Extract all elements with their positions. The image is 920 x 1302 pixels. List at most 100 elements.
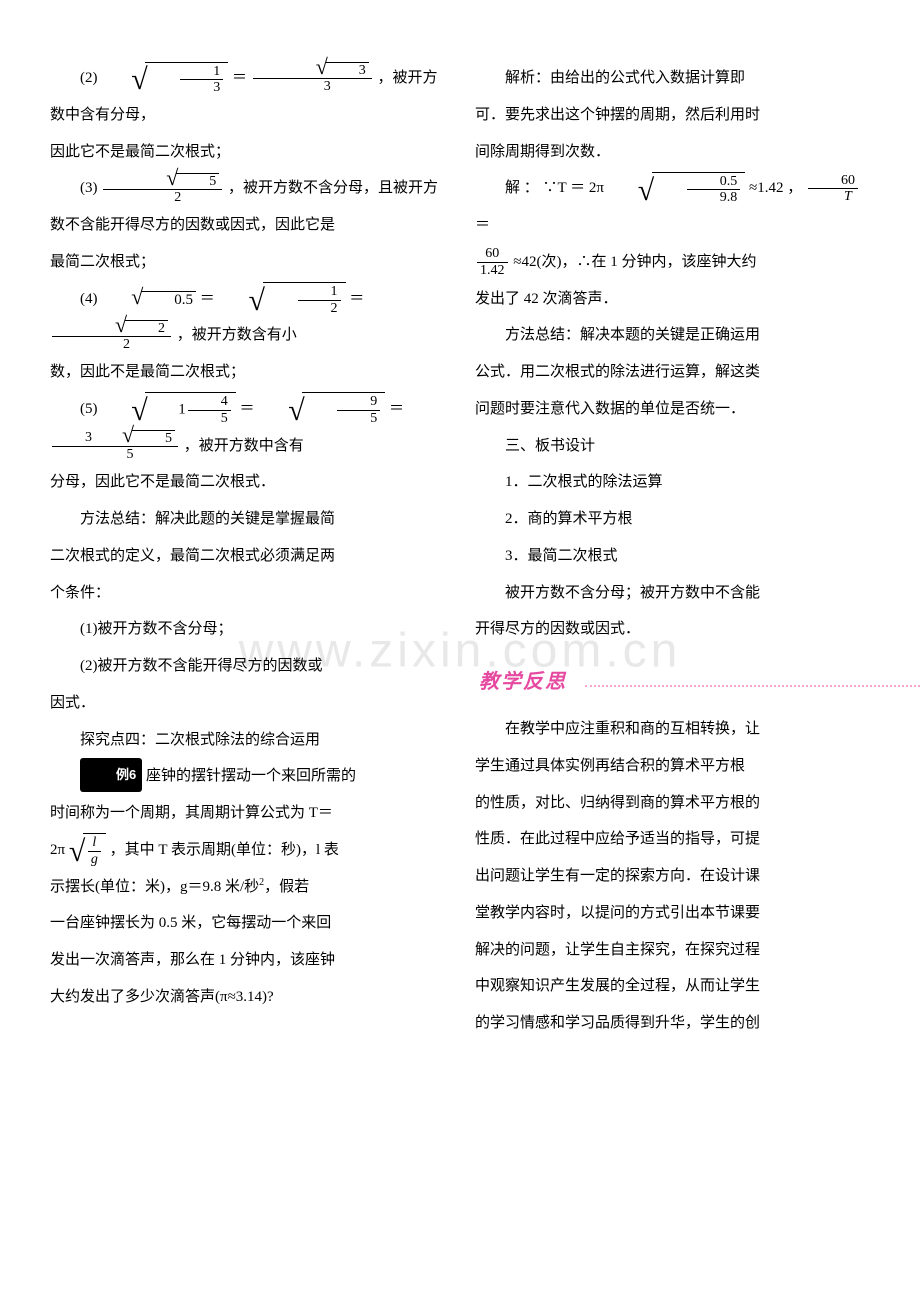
item-3-prefix: (3)	[80, 180, 98, 196]
example-tag: 例6	[80, 758, 142, 792]
left-column: (2) √ 13 ＝ √3 3 ，被开方数中含有分母， 因此它不是最简二次根式；…	[50, 60, 445, 1262]
text-line: 开得尽方的因数或因式．	[475, 611, 870, 648]
whole: 1	[178, 402, 186, 418]
text-line: 发出一次滴答声，那么在 1 分钟内，该座钟	[50, 942, 445, 979]
text-line: 一台座钟摆长为 0.5 米，它每摆动一个来回	[50, 905, 445, 942]
reflection-text: 的学习情感和学习品质得到升华，学生的创	[475, 1005, 870, 1042]
den: 3	[253, 79, 372, 94]
num: 1	[180, 64, 223, 80]
den: 1.42	[477, 263, 508, 278]
sqrt-icon: √0.5	[101, 291, 196, 308]
text: ≈1.42 ，	[749, 180, 802, 196]
text: ≈42(次)，∴在 1 分钟内，该座钟大约	[513, 254, 756, 270]
item-4-prefix: (4)	[80, 291, 98, 307]
reflection-title: 教学反思	[475, 658, 567, 707]
den: 2	[52, 337, 171, 352]
item-2: (2) √ 13 ＝ √3 3 ，被开方数中含有分母，	[50, 60, 445, 134]
sqrt-icon: √ 12	[219, 282, 346, 316]
text: 示摆长(单位：米)，g＝9.8 米/秒	[50, 879, 259, 895]
den: 5	[188, 411, 231, 426]
reflection-text: 的性质，对比、归纳得到商的算术平方根的	[475, 785, 870, 822]
radicand: 5	[176, 173, 219, 189]
text-line: 发出了 42 次滴答声．	[475, 281, 870, 318]
explore-point-4: 探究点四：二次根式除法的综合运用	[50, 722, 445, 759]
item-5-prefix: (5)	[80, 401, 101, 417]
example-6: 例6 座钟的摆针摆动一个来回所需的	[50, 758, 445, 795]
radicand: 0.5	[141, 291, 196, 308]
num: l	[88, 835, 101, 851]
fraction: 60 T	[808, 173, 858, 205]
item-2-prefix: (2)	[80, 70, 101, 86]
reflection-header: 教学反思	[475, 658, 870, 707]
num: 0.5	[687, 174, 741, 190]
item-3-suffix: ，被开方数不含分母，且被开方	[228, 180, 438, 196]
text-line: 被开方数不含分母；被开方数中不含能	[475, 575, 870, 612]
text-line: 时间称为一个周期，其周期计算公式为 T＝	[50, 795, 445, 832]
analysis: 解析：由给出的公式代入数据计算即	[475, 60, 870, 97]
den: 2	[103, 190, 222, 205]
coef: 3	[85, 430, 92, 445]
text-line: (1)被开方数不含分母；	[50, 611, 445, 648]
reflection-text: 解决的问题，让学生自主探究，在探究过程	[475, 932, 870, 969]
radicand: 5	[132, 430, 175, 446]
sqrt-icon: √3	[286, 62, 369, 78]
den: 3	[180, 80, 223, 95]
solution-line: 解 ： ∵T ＝ 2π √ 0.59.8 ≈1.42 ， 60 T ＝	[475, 170, 870, 244]
reflection-text: 堂教学内容时，以提问的方式引出本节课要	[475, 895, 870, 932]
reflection-text: 中观察知识产生发展的全过程，从而让学生	[475, 968, 870, 1005]
sqrt-icon: √ 13	[101, 62, 228, 96]
den: 2	[298, 301, 341, 316]
text-line: 公式．用二次根式的除法进行运算，解这类	[475, 354, 870, 391]
text-line: 因式．	[50, 685, 445, 722]
reflection-text: 在教学中应注重积和商的互相转换，让	[475, 711, 870, 748]
item-3: (3) √5 2 ，被开方数不含分母，且被开方	[50, 170, 445, 207]
board-design-title: 三、板书设计	[475, 428, 870, 465]
reflection-text: 学生通过具体实例再结合积的算术平方根	[475, 748, 870, 785]
formula-line: 2π √ lg ，其中 T 表示周期(单位：秒)，l 表	[50, 832, 445, 869]
text-line: 示摆长(单位：米)，g＝9.8 米/秒2，假若	[50, 869, 445, 906]
sqrt-icon: √5	[92, 430, 175, 446]
text-line: 问题时要注意代入数据的单位是否统一．	[475, 391, 870, 428]
text: 解 ： ∵T ＝ 2π	[505, 180, 604, 196]
text-line: 二次根式的定义，最简二次根式必须满足两	[50, 538, 445, 575]
item-4: (4) √0.5 ＝ √ 12 ＝ √2 2 ，被开方数含有小	[50, 281, 445, 355]
num: 9	[337, 394, 380, 410]
method-summary: 方法总结：解决本题的关键是正确运用	[475, 317, 870, 354]
text-line: 数不含能开得尽方的因数或因式，因此它是	[50, 207, 445, 244]
fraction: 3√5 5	[52, 430, 178, 462]
board-item-1: 1．二次根式的除法运算	[475, 464, 870, 501]
item-5: (5) √ 145 ＝ √ 95 ＝ 3√5 5 ，被开方数中	[50, 391, 445, 465]
fraction: √3 3	[253, 62, 372, 94]
dotted-line-icon	[585, 685, 920, 687]
text-line: 数，因此不是最简二次根式；	[50, 354, 445, 391]
text-line: 个条件：	[50, 575, 445, 612]
num: 1	[298, 284, 341, 300]
sqrt-icon: √5	[136, 173, 219, 189]
radicand: 2	[125, 320, 168, 336]
fraction: 60 1.42	[477, 246, 508, 278]
den: g	[88, 852, 101, 867]
text-line: 间除周期得到次数．	[475, 134, 870, 171]
reflection-text: 出问题让学生有一定的探索方向．在设计课	[475, 858, 870, 895]
text-line: 分母，因此它不是最简二次根式．	[50, 464, 445, 501]
den: 9.8	[687, 190, 741, 205]
text-line: 可．要先求出这个钟摆的周期，然后利用时	[475, 97, 870, 134]
text-line: (2)被开方数不含能开得尽方的因数或	[50, 648, 445, 685]
text: ，假若	[264, 879, 309, 895]
text: ＝	[475, 217, 490, 233]
board-item-3: 3．最简二次根式	[475, 538, 870, 575]
text-line: 最简二次根式；	[50, 244, 445, 281]
solution-line-2: 60 1.42 ≈42(次)，∴在 1 分钟内，该座钟大约	[475, 244, 870, 281]
fraction: √5 2	[103, 173, 222, 205]
text-line: 因此它不是最简二次根式；	[50, 134, 445, 171]
num: 60	[808, 173, 858, 189]
example-text: 座钟的摆针摆动一个来回所需的	[142, 768, 356, 784]
item-4-suffix: ，被开方数含有小	[177, 327, 297, 343]
text: ，其中 T 表示周期(单位：秒)，l 表	[110, 842, 339, 858]
sqrt-icon: √ lg	[69, 833, 106, 867]
text: 时间称为一个周期，其周期计算公式为 T＝	[50, 805, 333, 821]
num: 4	[188, 394, 231, 410]
den: 5	[52, 447, 178, 462]
right-column: 解析：由给出的公式代入数据计算即 可．要先求出这个钟摆的周期，然后利用时 间除周…	[475, 60, 870, 1262]
method-summary: 方法总结：解决此题的关键是掌握最简	[50, 501, 445, 538]
